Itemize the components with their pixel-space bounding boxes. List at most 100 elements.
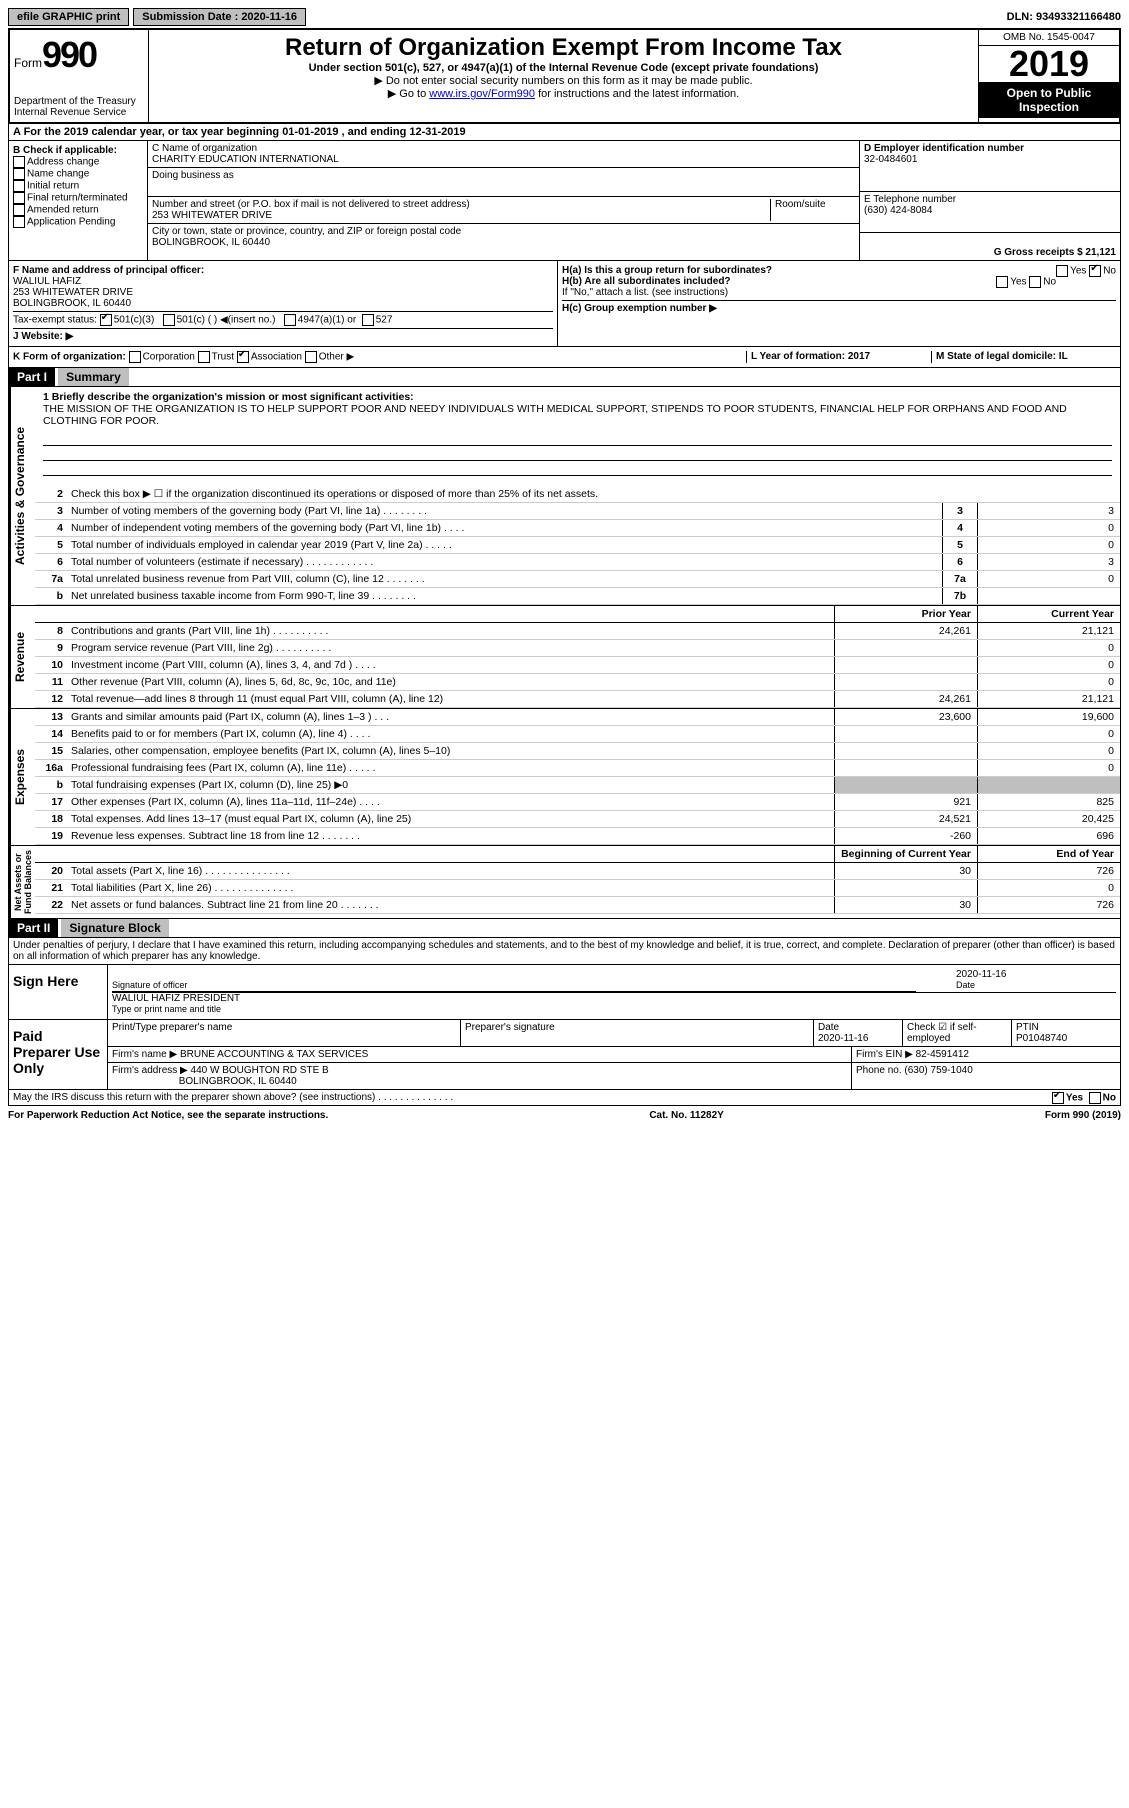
prior-val (834, 674, 977, 690)
527-checkbox[interactable] (362, 314, 374, 326)
ha-yes[interactable] (1056, 265, 1068, 277)
open-public: Open to Public Inspection (979, 82, 1119, 118)
officer-name: WALIUL HAFIZ (13, 276, 81, 287)
addr-value: 253 WHITEWATER DRIVE (152, 210, 770, 221)
firm-phone: (630) 759-1040 (904, 1065, 972, 1076)
form-note2: ▶ Go to www.irs.gov/Form990 for instruct… (153, 87, 974, 100)
prior-val (834, 743, 977, 759)
prior-val: 24,261 (834, 691, 977, 707)
line-num: b (35, 777, 67, 793)
line-box: 4 (942, 520, 977, 536)
ha-no[interactable] (1089, 265, 1101, 277)
officer-label: F Name and address of principal officer: (13, 265, 204, 276)
sig-name: WALIUL HAFIZ PRESIDENT (112, 993, 240, 1004)
prior-val: 921 (834, 794, 977, 810)
k-other[interactable] (305, 351, 317, 363)
revenue-label: Revenue (9, 606, 35, 708)
line-desc: Total number of individuals employed in … (67, 537, 942, 553)
form-subtitle: Under section 501(c), 527, or 4947(a)(1)… (153, 62, 974, 74)
k-trust[interactable] (198, 351, 210, 363)
line-desc: Other expenses (Part IX, column (A), lin… (67, 794, 834, 810)
line-desc: Revenue less expenses. Subtract line 18 … (67, 828, 834, 844)
addr-change-checkbox[interactable] (13, 156, 25, 168)
discuss-no[interactable] (1089, 1092, 1101, 1104)
line-num: 5 (35, 537, 67, 553)
discuss-yes[interactable] (1052, 1092, 1064, 1104)
current-val (977, 777, 1120, 793)
current-val: 21,121 (977, 623, 1120, 639)
line-desc: Benefits paid to or for members (Part IX… (67, 726, 834, 742)
addr-label: Number and street (or P.O. box if mail i… (152, 199, 770, 210)
line-desc: Program service revenue (Part VIII, line… (67, 640, 834, 656)
room-label: Room/suite (770, 199, 855, 221)
501c3-checkbox[interactable] (100, 314, 112, 326)
4947-checkbox[interactable] (284, 314, 296, 326)
prior-val (834, 760, 977, 776)
sig-officer-label: Signature of officer (112, 980, 187, 990)
form-number: Form990 (14, 34, 144, 76)
prior-val (834, 640, 977, 656)
current-val: 20,425 (977, 811, 1120, 827)
ha-label: H(a) Is this a group return for subordin… (562, 265, 772, 276)
org-name: CHARITY EDUCATION INTERNATIONAL (152, 154, 855, 165)
amended-checkbox[interactable] (13, 204, 25, 216)
irs-label: Internal Revenue Service (14, 107, 144, 118)
hc-label: H(c) Group exemption number ▶ (562, 303, 717, 314)
current-val: 696 (977, 828, 1120, 844)
form990-link[interactable]: www.irs.gov/Form990 (429, 88, 535, 100)
sig-date: 2020-11-16 (956, 969, 1006, 980)
line-val: 3 (977, 503, 1120, 519)
initial-return-checkbox[interactable] (13, 180, 25, 192)
line-num: 16a (35, 760, 67, 776)
firm-ein: 82-4591412 (916, 1049, 969, 1060)
firm-name: BRUNE ACCOUNTING & TAX SERVICES (180, 1049, 368, 1060)
name-change-checkbox[interactable] (13, 168, 25, 180)
efile-button[interactable]: efile GRAPHIC print (8, 8, 129, 26)
org-name-label: C Name of organization (152, 143, 855, 154)
part2-title: Signature Block (61, 919, 168, 937)
current-val: 0 (977, 657, 1120, 673)
line-val: 3 (977, 554, 1120, 570)
k-corp[interactable] (129, 351, 141, 363)
prep-sig-label: Preparer's signature (461, 1020, 814, 1046)
line-desc: Total number of volunteers (estimate if … (67, 554, 942, 570)
tax-exempt-label: Tax-exempt status: (13, 315, 97, 326)
line-num: 10 (35, 657, 67, 673)
prior-val (834, 657, 977, 673)
line-num: 6 (35, 554, 67, 570)
city-label: City or town, state or province, country… (152, 226, 855, 237)
current-val: 0 (977, 726, 1120, 742)
ein-label: D Employer identification number (864, 143, 1024, 154)
line-box: 6 (942, 554, 977, 570)
k-assoc[interactable] (237, 351, 249, 363)
line-num: 3 (35, 503, 67, 519)
current-val: 21,121 (977, 691, 1120, 707)
net-assets-label: Net Assets orFund Balances (9, 846, 35, 918)
line-num: 22 (35, 897, 67, 913)
line-desc: Net unrelated business taxable income fr… (67, 588, 942, 604)
line-num: 4 (35, 520, 67, 536)
prior-val (834, 777, 977, 793)
hb-yes[interactable] (996, 276, 1008, 288)
city-value: BOLINGBROOK, IL 60440 (152, 237, 855, 248)
current-year-header: Current Year (977, 606, 1120, 622)
final-return-checkbox[interactable] (13, 192, 25, 204)
current-val: 825 (977, 794, 1120, 810)
hb-no[interactable] (1029, 276, 1041, 288)
sign-here-label: Sign Here (9, 965, 108, 1019)
line-val (977, 588, 1120, 604)
current-val: 0 (977, 760, 1120, 776)
part1-header: Part I (9, 368, 55, 386)
hb-note: If "No," attach a list. (see instruction… (562, 287, 1116, 298)
hb-label: H(b) Are all subordinates included? (562, 276, 731, 287)
line-box: 7a (942, 571, 977, 587)
501c-checkbox[interactable] (163, 314, 175, 326)
form-title: Return of Organization Exempt From Incom… (153, 34, 974, 62)
pending-checkbox[interactable] (13, 216, 25, 228)
m-state: M State of legal domicile: IL (931, 351, 1116, 363)
line-num: 11 (35, 674, 67, 690)
line-val: 0 (977, 520, 1120, 536)
declaration: Under penalties of perjury, I declare th… (9, 938, 1120, 965)
line-num: b (35, 588, 67, 604)
current-val: 0 (977, 674, 1120, 690)
